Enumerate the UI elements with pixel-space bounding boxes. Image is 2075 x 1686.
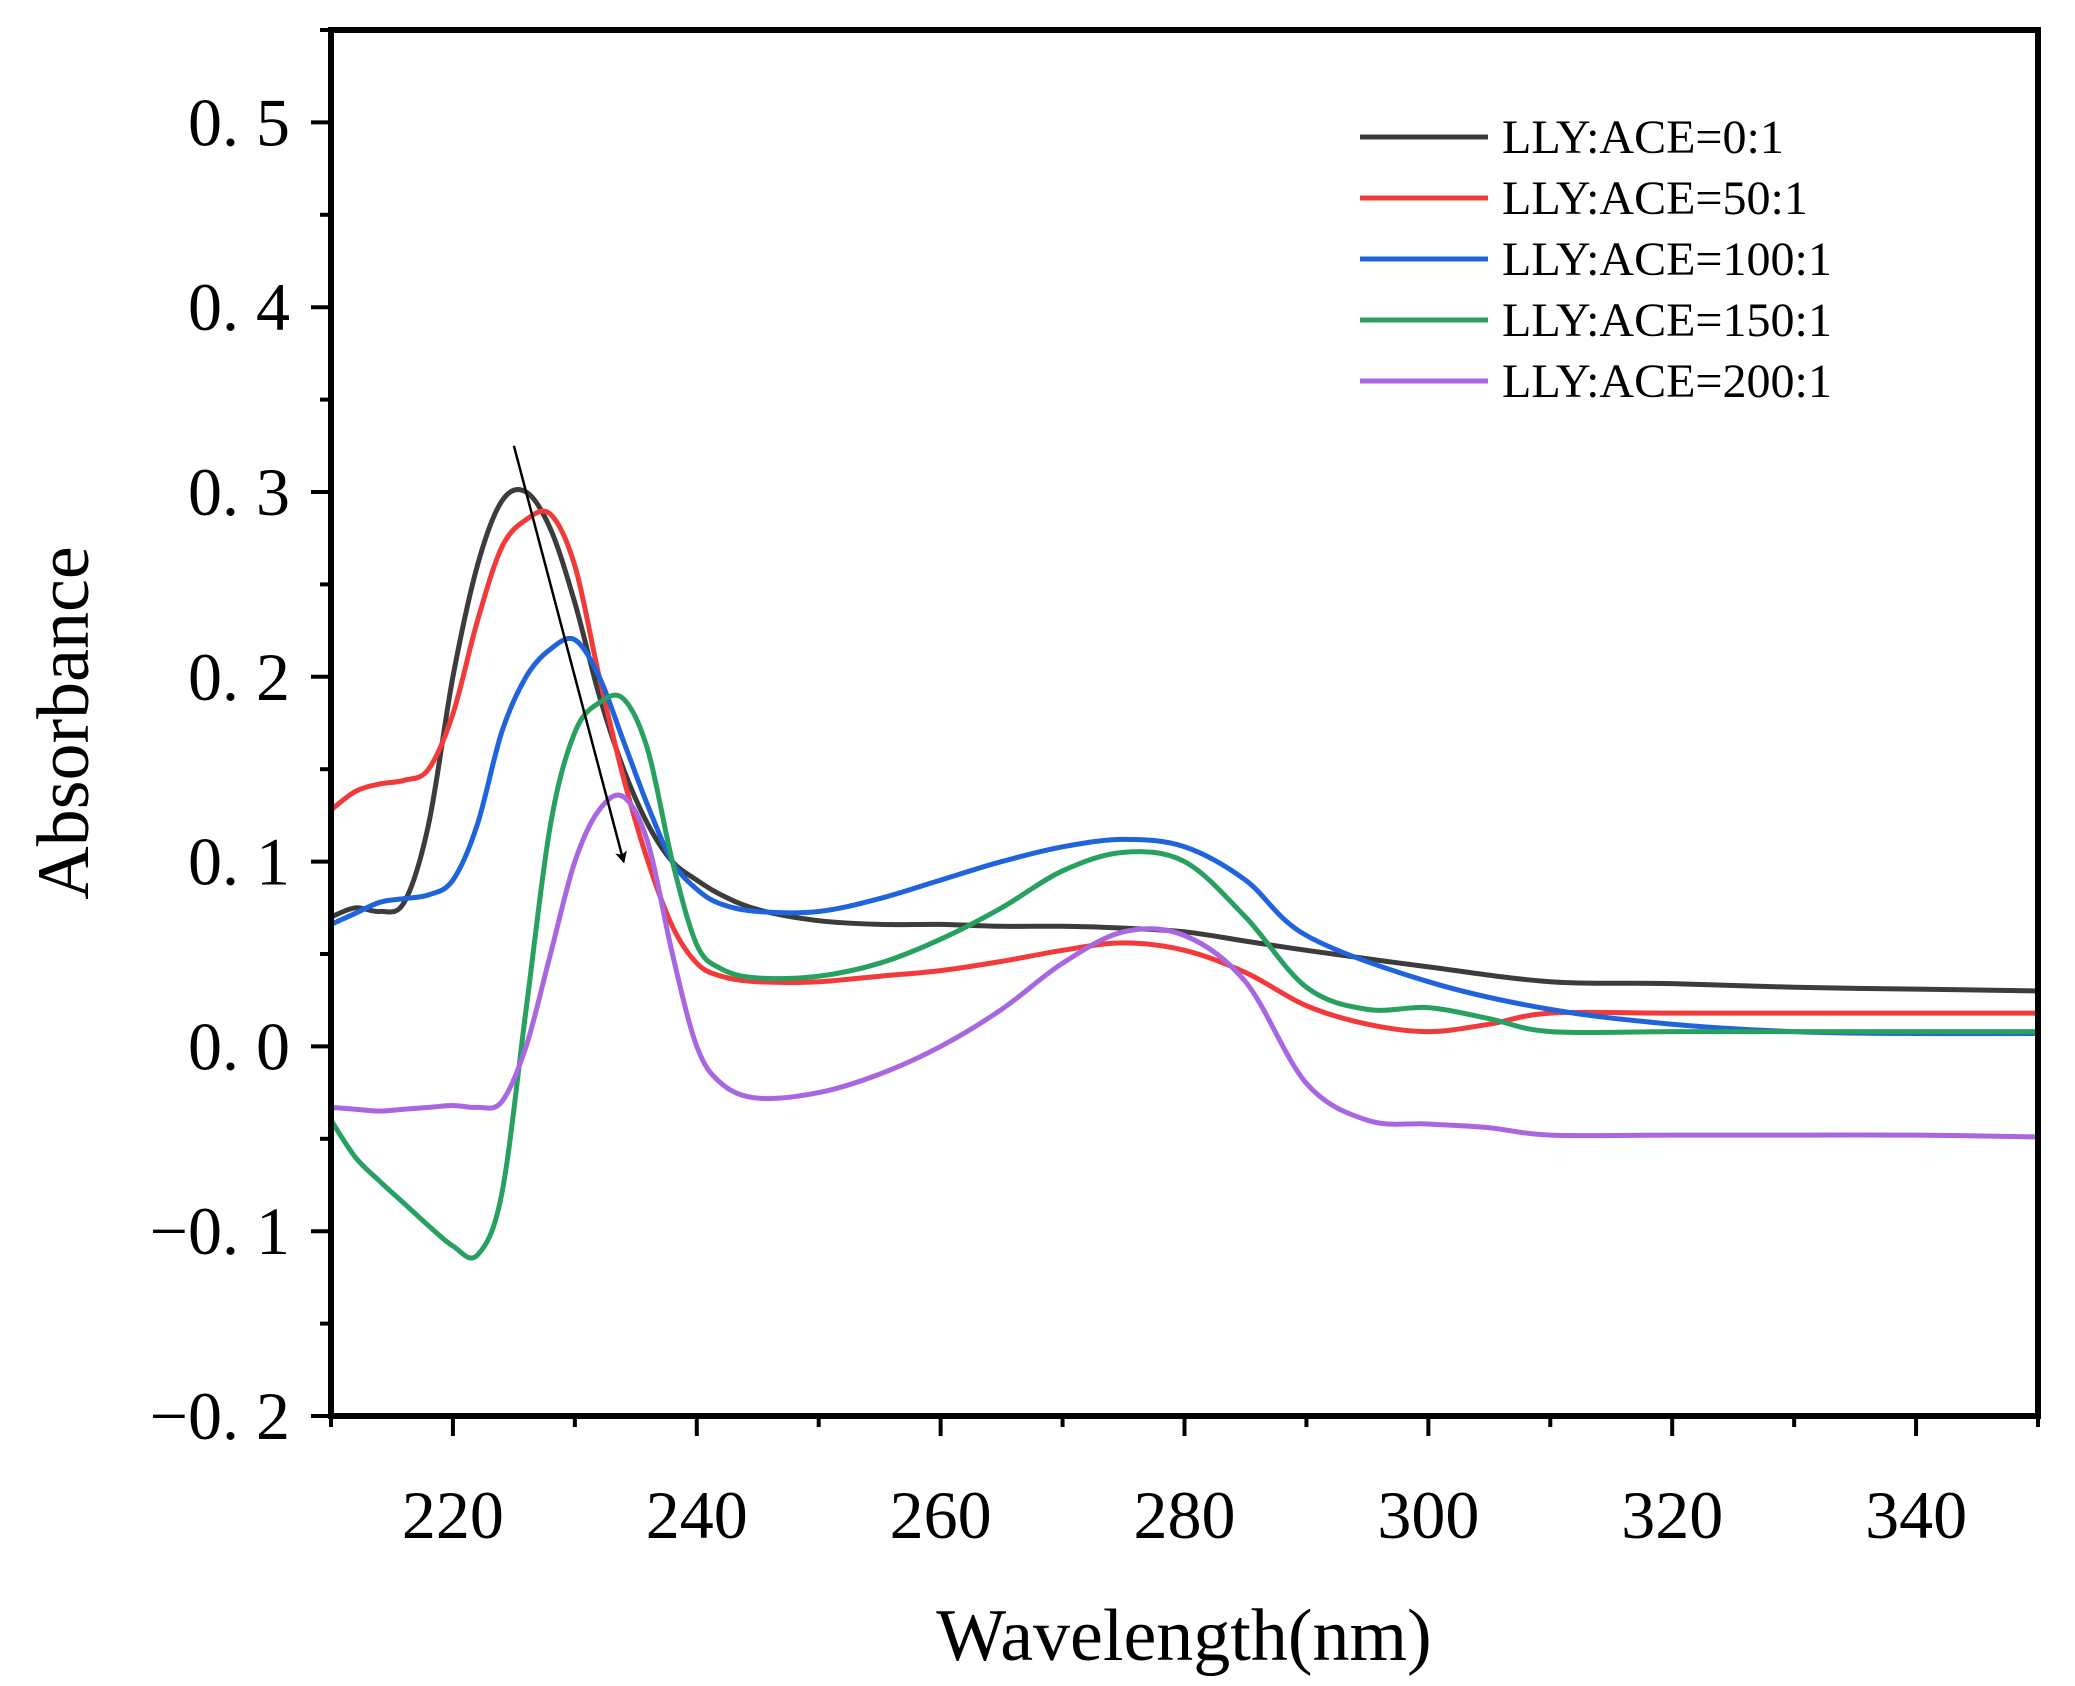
legend: LLY:ACE=0:1 LLY:ACE=50:1 LLY:ACE=100:1 LLY:…	[1360, 111, 1832, 408]
legend-label-3: LLY:ACE=100:1	[1502, 233, 1832, 286]
series-line-3	[331, 635, 2038, 1037]
annotation-arrow	[512, 445, 627, 864]
y-tick-label: −0. 1	[150, 1193, 290, 1269]
x-tick-label: 320	[1621, 1477, 1723, 1553]
series-line-1	[331, 487, 2038, 994]
y-axis-title: Absorbance	[23, 546, 105, 899]
x-axis-ticks: 220 240 260 280 300 320 340	[329, 1416, 2040, 1553]
x-tick-label: 260	[890, 1477, 992, 1553]
legend-label-5: LLY:ACE=200:1	[1502, 355, 1832, 408]
series-line-2	[331, 508, 2038, 1035]
y-tick-label: 0. 1	[188, 824, 290, 900]
legend-label-4: LLY:ACE=150:1	[1502, 294, 1832, 347]
x-tick-label: 300	[1377, 1477, 1479, 1553]
legend-label-1: LLY:ACE=0:1	[1502, 111, 1784, 164]
series-layer	[331, 487, 2038, 1261]
x-tick-label: 340	[1865, 1477, 1967, 1553]
y-tick-label: 0. 4	[188, 269, 290, 345]
legend-label-2: LLY:ACE=50:1	[1502, 172, 1808, 225]
y-axis-ticks: −0. 2 −0. 1 0. 0 0. 1 0. 2 0. 3 0. 4 0. 5	[150, 28, 331, 1454]
x-tick-label: 240	[646, 1477, 748, 1553]
y-tick-label: 0. 0	[188, 1008, 290, 1084]
y-tick-label: 0. 5	[188, 84, 290, 160]
x-tick-label: 220	[402, 1477, 504, 1553]
series-line-4	[331, 692, 2038, 1261]
y-tick-label: 0. 3	[188, 454, 290, 530]
x-tick-label: 280	[1134, 1477, 1236, 1553]
y-tick-label: −0. 2	[150, 1378, 290, 1454]
x-axis-title: Wavelength(nm)	[936, 1595, 1431, 1677]
series-line-5	[331, 792, 2038, 1140]
y-tick-label: 0. 2	[188, 639, 290, 715]
